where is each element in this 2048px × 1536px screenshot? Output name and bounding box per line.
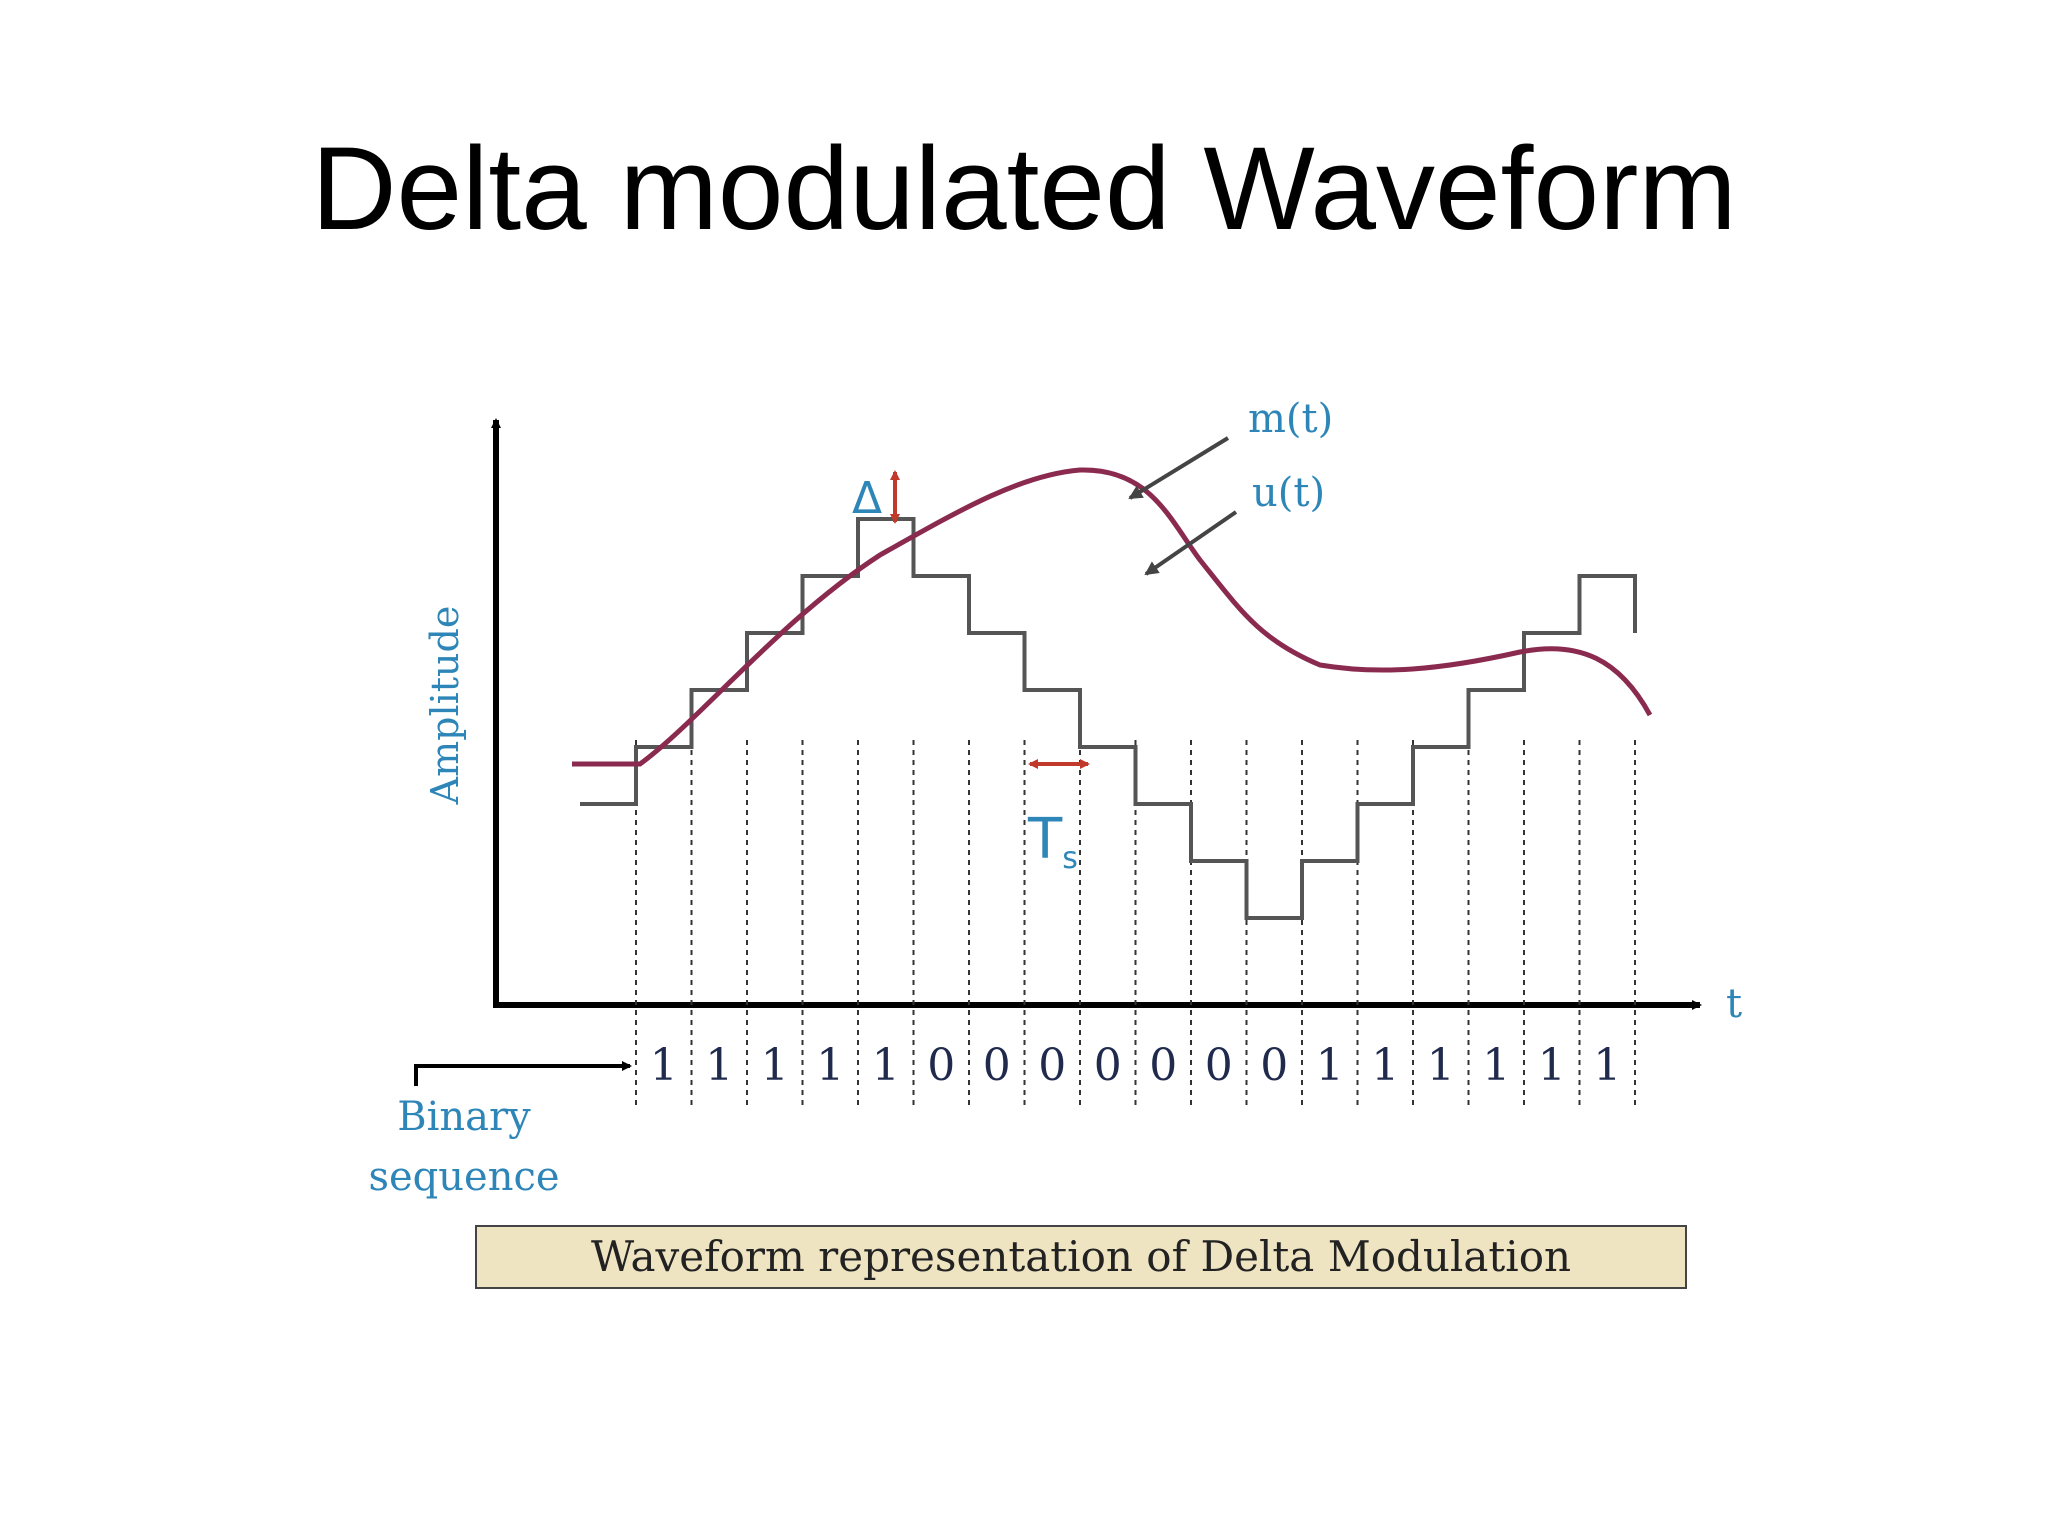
bit-label: 1 xyxy=(705,1040,733,1091)
binary-label-line1: Binary xyxy=(397,1094,531,1140)
caption-text: Waveform representation of Delta Modulat… xyxy=(591,1232,1571,1281)
message-pointer-arrow xyxy=(1128,436,1230,500)
bit-label: 0 xyxy=(927,1040,955,1091)
bit-label: 0 xyxy=(1038,1040,1066,1091)
message-signal-curve xyxy=(572,467,1653,767)
message-label: m(t) xyxy=(1248,396,1333,442)
binary-label-line2: sequence xyxy=(368,1154,559,1200)
bit-label: 1 xyxy=(1538,1040,1566,1091)
bit-label: 1 xyxy=(816,1040,844,1091)
bit-label: 0 xyxy=(1149,1040,1177,1091)
slide-title: Delta modulated Waveform xyxy=(311,123,1737,255)
staircase-label: u(t) xyxy=(1252,470,1325,516)
x-axis-label: t xyxy=(1726,981,1742,1027)
bit-label: 1 xyxy=(650,1040,678,1091)
sampling-period-subscript: s xyxy=(1062,841,1078,876)
bit-label: 1 xyxy=(1482,1040,1510,1091)
staircase-pointer-arrow xyxy=(1144,510,1238,576)
bit-label: 0 xyxy=(1260,1040,1288,1091)
step-size-label: Δ xyxy=(852,473,882,524)
staircase-approximation xyxy=(580,517,1637,920)
bit-label: 1 xyxy=(1593,1040,1621,1091)
bit-label: 0 xyxy=(1094,1040,1122,1091)
sampling-period-label: Ts xyxy=(1027,807,1078,876)
sampling-period-symbol: T xyxy=(1027,807,1063,872)
bit-label: 0 xyxy=(983,1040,1011,1091)
y-axis-label: Amplitude xyxy=(423,606,467,806)
caption-box xyxy=(475,1225,1687,1289)
bit-label: 1 xyxy=(761,1040,789,1091)
bit-label: 1 xyxy=(1427,1040,1455,1091)
bit-label: 1 xyxy=(1371,1040,1399,1091)
bit-label: 1 xyxy=(1316,1040,1344,1091)
bit-label: 0 xyxy=(1205,1040,1233,1091)
bit-label: 1 xyxy=(872,1040,900,1091)
binary-sequence-arrow xyxy=(414,1061,632,1086)
